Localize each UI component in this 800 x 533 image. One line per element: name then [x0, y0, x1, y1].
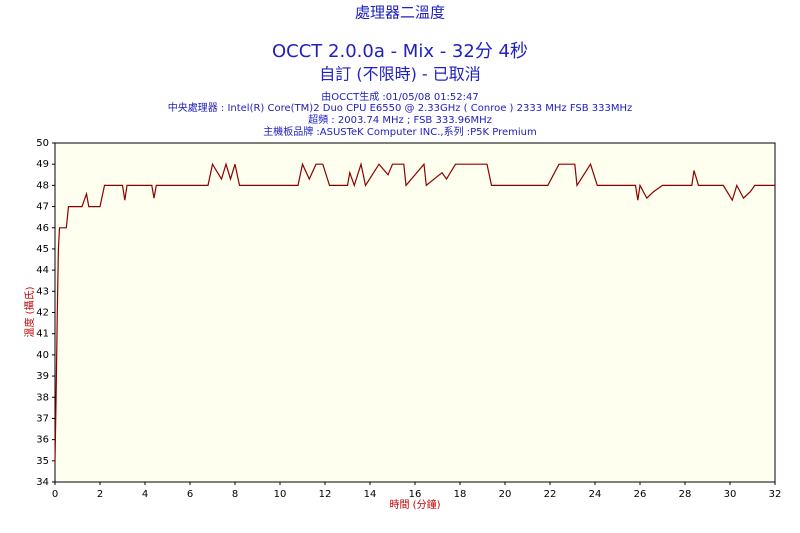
x-tick-label: 8 [232, 489, 238, 500]
data-line [54, 161, 775, 461]
x-tick-label: 30 [724, 489, 737, 500]
y-tick-label: 49 [36, 159, 49, 170]
x-tick-label: 22 [544, 489, 557, 500]
info-line: 超頻 : 2003.74 MHz ; FSB 333.96MHz [308, 113, 492, 126]
y-tick-label: 47 [36, 202, 49, 213]
x-tick-label: 2 [97, 489, 103, 500]
chart-title: 處理器二溫度 [355, 4, 445, 22]
x-axis-label: 時間 (分鐘) [390, 498, 441, 511]
y-tick-label: 37 [36, 413, 49, 424]
x-tick-label: 18 [454, 489, 467, 500]
y-tick-label: 43 [36, 286, 49, 297]
plot-area [54, 142, 776, 483]
x-tick-label: 16 [409, 489, 422, 500]
y-tick-label: 44 [36, 265, 49, 276]
y-tick-label: 48 [36, 180, 49, 191]
chart-subtitle: OCCT 2.0.0a - Mix - 32分 4秒 [272, 41, 528, 62]
y-tick-label: 36 [36, 435, 49, 446]
y-tick-label: 42 [36, 308, 49, 319]
x-tick-label: 26 [634, 489, 647, 500]
x-tick-label: 10 [274, 489, 287, 500]
y-axis-label: 溫度 (攝氏) [23, 286, 36, 337]
y-tick-label: 40 [36, 350, 49, 361]
x-tick-label: 12 [319, 489, 332, 500]
y-tick-label: 50 [36, 138, 49, 149]
x-tick-label: 0 [52, 489, 58, 500]
y-tick-label: 46 [36, 223, 49, 234]
y-tick-label: 39 [36, 371, 49, 382]
info-line: 中央處理器 : Intel(R) Core(TM)2 Duo CPU E6550… [168, 101, 633, 114]
y-tick-label: 38 [36, 392, 49, 403]
y-tick-label: 41 [36, 329, 49, 340]
x-tick-label: 32 [769, 489, 782, 500]
chart-subtitle: 自訂 (不限時) - 已取消 [319, 65, 481, 84]
info-line: 主機板品牌 :ASUSTeK Computer INC.,系列 :P5K Pre… [263, 125, 537, 138]
x-tick-label: 24 [589, 489, 602, 500]
info-line: 由OCCT生成 :01/05/08 01:52:47 [321, 90, 479, 103]
y-tick-label: 34 [36, 477, 49, 488]
y-tick-label: 45 [36, 244, 49, 255]
x-tick-label: 20 [499, 489, 512, 500]
x-tick-label: 14 [364, 489, 377, 500]
x-tick-label: 4 [142, 489, 148, 500]
x-tick-label: 28 [679, 489, 692, 500]
y-tick-label: 35 [36, 456, 49, 467]
x-tick-label: 6 [187, 489, 193, 500]
